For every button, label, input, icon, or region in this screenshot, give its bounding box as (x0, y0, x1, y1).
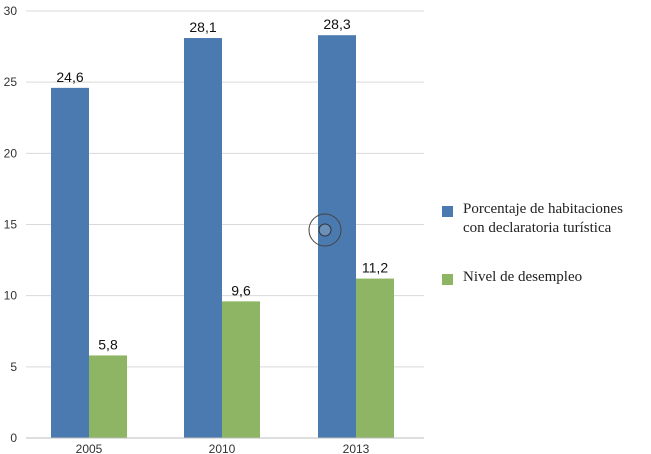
legend: Porcentaje de habitaciones con declarato… (442, 200, 647, 317)
y-tick-label: 0 (10, 431, 17, 445)
data-labels: 24,6 28,1 28,3 5,8 9,6 11,2 (56, 16, 388, 352)
y-tick-label: 25 (4, 75, 18, 89)
legend-swatch-green (442, 274, 453, 285)
data-label: 9,6 (231, 282, 251, 298)
data-label: 11,2 (362, 260, 388, 276)
y-axis-ticks: 0 5 10 15 20 25 30 (4, 4, 18, 445)
bar-series-0-2005 (51, 87, 89, 439)
data-label: 28,3 (323, 16, 350, 32)
legend-item-rooms: Porcentaje de habitaciones con declarato… (442, 200, 647, 238)
x-axis-ticks: 2005 2010 2013 (76, 442, 370, 454)
bar-series-1-2013 (356, 278, 394, 438)
bar-series-1-2010 (222, 301, 260, 438)
legend-item-unemployment: Nivel de desempleo (442, 268, 647, 287)
legend-label-unemployment: Nivel de desempleo (463, 269, 583, 285)
data-label: 5,8 (98, 336, 118, 352)
bar-series-0-2013 (318, 35, 356, 439)
bar-series-0-2010 (184, 38, 222, 438)
data-label: 24,6 (56, 69, 83, 85)
y-tick-label: 5 (10, 360, 17, 374)
x-tick-label: 2005 (76, 442, 103, 454)
y-tick-label: 30 (4, 4, 18, 18)
legend-label-rooms: Porcentaje de habitaciones con declarato… (463, 201, 623, 236)
x-tick-label: 2010 (209, 442, 236, 454)
legend-swatch-blue (442, 206, 453, 217)
y-tick-label: 10 (4, 289, 18, 303)
bar-series-1-2005 (89, 355, 127, 438)
cursor-marker (308, 213, 342, 247)
y-tick-label: 20 (4, 146, 18, 160)
y-tick-label: 15 (4, 218, 18, 232)
data-label: 28,1 (189, 19, 216, 35)
bars (51, 35, 394, 439)
x-tick-label: 2013 (343, 442, 370, 454)
